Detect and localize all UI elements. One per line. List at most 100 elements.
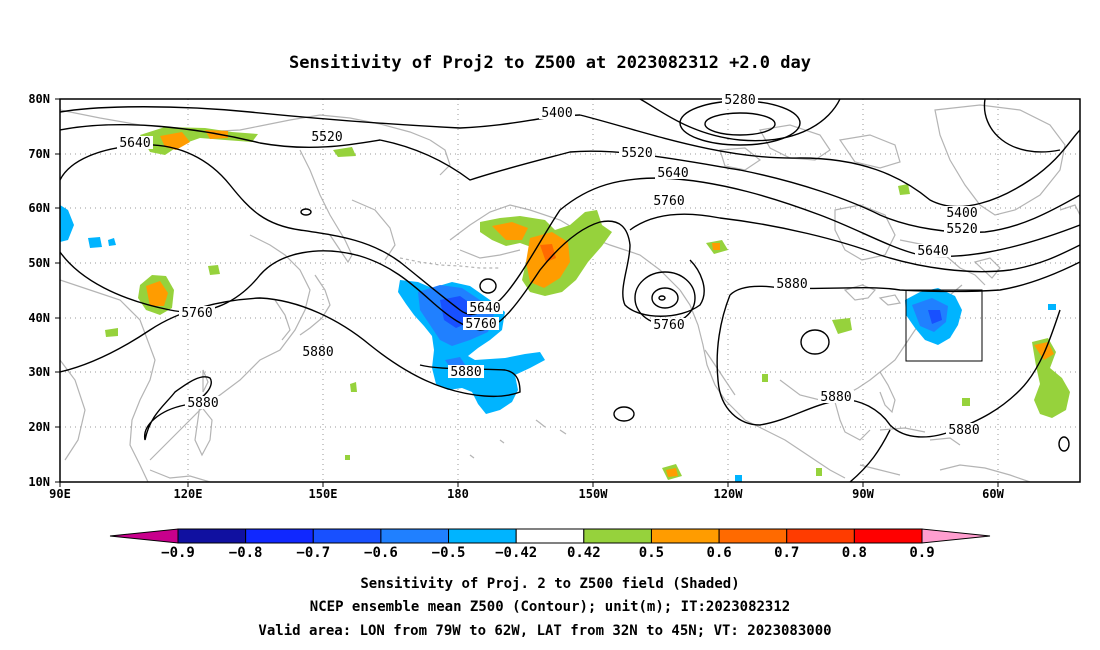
shade-small-green-7 <box>898 184 910 195</box>
lat-tick-10n: 10N <box>28 475 50 489</box>
shade-small-cyan-10 <box>735 475 742 482</box>
shade-small-orange-10 <box>666 468 678 477</box>
contour-label-text: 5880 <box>948 423 979 438</box>
lon-tick-120e: 120E <box>174 487 203 501</box>
contour-label-text: 5520 <box>946 222 977 237</box>
contour-label-text: 5880 <box>302 345 333 360</box>
colorbar-swatch <box>786 528 855 544</box>
colorbar-tick-label: 0.7 <box>774 545 799 561</box>
contour-label-text: 5760 <box>181 306 212 321</box>
contour-label-text: 5400 <box>541 106 572 121</box>
contour-label: 5400 <box>944 206 980 221</box>
contour-label-text: 5880 <box>776 277 807 292</box>
contour-label-text: 5640 <box>469 301 500 316</box>
shade-small-green-9 <box>962 398 970 406</box>
caption-line-2: NCEP ensemble mean Z500 (Contour); unit(… <box>310 599 790 615</box>
contour-label: 5640 <box>467 301 503 316</box>
colorbar-swatch <box>718 528 788 544</box>
contour-label: 5880 <box>818 390 854 405</box>
contour-label: 5640 <box>655 166 691 181</box>
lat-tick-30n: 30N <box>28 365 50 379</box>
contour-label: 5280 <box>722 93 758 108</box>
lat-tick-70n: 70N <box>28 147 50 161</box>
colorbar-tick-label: 0.8 <box>842 545 867 561</box>
colorbar-swatch <box>245 528 314 544</box>
lon-tick-180: 180 <box>447 487 469 501</box>
contour-label-text: 5280 <box>724 93 755 108</box>
colorbar-extend-low <box>109 528 179 544</box>
shade-small-orange-5 <box>712 243 720 250</box>
contour-label-text: 5880 <box>820 390 851 405</box>
shade-negative-west <box>60 205 74 242</box>
lat-tick-20n: 20N <box>28 420 50 434</box>
contour-label: 5880 <box>946 423 982 438</box>
colorbar-swatch <box>177 528 247 544</box>
shade-strong-goa <box>492 222 528 240</box>
colorbar-tick-label: −0.9 <box>161 545 195 561</box>
shade-negative-west-3 <box>108 238 116 246</box>
contour-label-text: 5760 <box>653 318 684 333</box>
colorbar-swatch <box>312 528 382 544</box>
colorbar-tick-label: 0.9 <box>909 545 934 561</box>
contour-label-text: 5520 <box>311 130 342 145</box>
contour-label: 5880 <box>185 396 221 411</box>
shade-small-green-3 <box>208 265 220 275</box>
colorbar-tick-label: −0.5 <box>432 545 466 561</box>
lon-tick-90w: 90W <box>852 487 874 501</box>
lon-tick-60w: 60W <box>982 487 1004 501</box>
contour-label: 5880 <box>774 277 810 292</box>
colorbar-tick-label: 0.6 <box>706 545 731 561</box>
colorbar-swatch <box>380 528 450 544</box>
shade-small-green-11 <box>816 468 822 476</box>
contour-label-text: 5760 <box>465 317 496 332</box>
lat-axis: 80N 70N 60N 50N 40N 30N 20N 10N <box>28 92 60 489</box>
shade-negative-west-2 <box>88 237 102 248</box>
contour-label-text: 5520 <box>621 146 652 161</box>
colorbar-tick-label: −0.6 <box>364 545 398 561</box>
colorbar-swatch <box>853 528 923 544</box>
lon-tick-120w: 120W <box>714 487 744 501</box>
shade-stronger-goa <box>540 244 556 262</box>
contour-label-text: 5880 <box>450 365 481 380</box>
colorbar-tick-label: 0.42 <box>567 545 601 561</box>
lat-tick-80n: 80N <box>28 92 50 106</box>
colorbar-swatch <box>515 528 585 544</box>
lon-tick-150e: 150E <box>309 487 338 501</box>
valid-area-box <box>905 289 983 362</box>
contour-label-text: 5760 <box>653 194 684 209</box>
z500-contours <box>60 99 1080 482</box>
contour-label: 5760 <box>651 194 687 209</box>
contour-label: 5520 <box>944 222 980 237</box>
shade-strongest-valid-area <box>928 310 942 324</box>
colorbar-tick-label: −0.7 <box>296 545 330 561</box>
shade-small-cyan-east <box>1048 304 1056 310</box>
contour-label-text: 5640 <box>917 244 948 259</box>
lat-tick-50n: 50N <box>28 256 50 270</box>
shade-strong-siberia <box>160 132 190 150</box>
map-frame <box>59 98 1081 483</box>
colorbar-swatch <box>448 528 517 544</box>
contour-label-text: 5400 <box>946 206 977 221</box>
colorbar-extend-high <box>921 528 991 544</box>
colorbar-swatch <box>583 528 652 544</box>
shade-small-green-6 <box>832 318 852 334</box>
lon-tick-150w: 150W <box>579 487 609 501</box>
contour-labels: 5640 552054005280552056405760540055205640… <box>117 93 982 438</box>
contour-label: 5640 <box>915 244 951 259</box>
contour-label: 5640 <box>117 136 153 151</box>
contour-label: 5880 <box>448 365 484 380</box>
caption-line-1: Sensitivity of Proj. 2 to Z500 field (Sh… <box>360 576 739 592</box>
caption-line-3: Valid area: LON from 79W to 62W, LAT fro… <box>258 623 831 639</box>
contour-label: 5520 <box>619 146 655 161</box>
lon-tick-90e: 90E <box>49 487 71 501</box>
lat-tick-40n: 40N <box>28 311 50 325</box>
contour-label: 5400 <box>539 106 575 121</box>
shade-strong-china <box>146 281 168 306</box>
shade-small-green-8 <box>762 374 768 382</box>
lon-axis: 90E 120E 150E 180 150W 120W 90W 60W <box>49 482 1005 501</box>
contour-label-text: 5640 <box>657 166 688 181</box>
shade-small-green-4 <box>350 382 357 392</box>
contour-label-text: 5640 <box>119 136 150 151</box>
contour-label: 5520 <box>309 130 345 145</box>
